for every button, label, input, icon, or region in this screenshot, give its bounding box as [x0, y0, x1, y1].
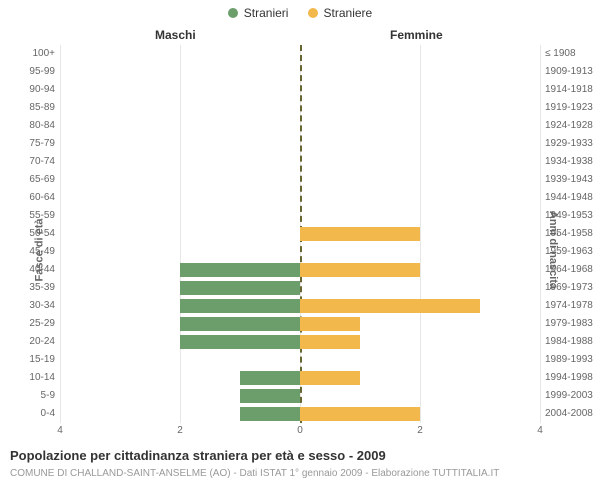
y-label-age: 5-9: [0, 387, 55, 405]
y-label-birth: 1919-1923: [545, 99, 600, 117]
y-label-birth: 1969-1973: [545, 279, 600, 297]
legend-dot-male: [228, 8, 238, 18]
age-row: [60, 117, 540, 135]
age-row: [60, 153, 540, 171]
bar-female: [300, 227, 420, 241]
y-label-age: 50-54: [0, 225, 55, 243]
age-row: [60, 81, 540, 99]
legend-label-female: Straniere: [324, 6, 373, 20]
y-label-birth: 1959-1963: [545, 243, 600, 261]
age-row: [60, 261, 540, 279]
y-label-birth: 1979-1983: [545, 315, 600, 333]
bar-male: [180, 263, 300, 277]
y-label-birth: 1909-1913: [545, 63, 600, 81]
chart-title: Popolazione per cittadinanza straniera p…: [10, 448, 386, 463]
y-label-birth: 1949-1953: [545, 207, 600, 225]
grid-line: [540, 45, 541, 423]
y-label-birth: 1939-1943: [545, 171, 600, 189]
y-label-birth: 1964-1968: [545, 261, 600, 279]
y-label-age: 25-29: [0, 315, 55, 333]
age-row: [60, 333, 540, 351]
y-label-age: 100+: [0, 45, 55, 63]
legend-item-female: Straniere: [308, 6, 373, 20]
y-label-birth: ≤ 1908: [545, 45, 600, 63]
age-row: [60, 387, 540, 405]
plot-area: [60, 45, 540, 423]
legend-item-male: Stranieri: [228, 6, 289, 20]
bar-male: [180, 299, 300, 313]
age-row: [60, 351, 540, 369]
bar-male: [180, 317, 300, 331]
column-header-female: Femmine: [390, 28, 443, 42]
y-label-age: 10-14: [0, 369, 55, 387]
age-row: [60, 405, 540, 423]
y-label-birth: 1914-1918: [545, 81, 600, 99]
y-label-age: 55-59: [0, 207, 55, 225]
bar-male: [240, 389, 300, 403]
bar-female: [300, 263, 420, 277]
y-label-age: 90-94: [0, 81, 55, 99]
x-tick: 4: [57, 425, 63, 436]
y-label-age: 95-99: [0, 63, 55, 81]
age-row: [60, 189, 540, 207]
x-tick: 2: [417, 425, 423, 436]
y-label-age: 70-74: [0, 153, 55, 171]
age-row: [60, 207, 540, 225]
age-row: [60, 135, 540, 153]
bar-female: [300, 371, 360, 385]
age-row: [60, 99, 540, 117]
age-row: [60, 279, 540, 297]
age-row: [60, 369, 540, 387]
chart-subtitle: COMUNE DI CHALLAND-SAINT-ANSELME (AO) - …: [10, 468, 499, 479]
y-label-birth: 1984-1988: [545, 333, 600, 351]
y-label-birth: 1954-1958: [545, 225, 600, 243]
y-label-age: 30-34: [0, 297, 55, 315]
y-label-age: 85-89: [0, 99, 55, 117]
y-label-age: 40-44: [0, 261, 55, 279]
x-tick: 4: [537, 425, 543, 436]
y-label-birth: 1929-1933: [545, 135, 600, 153]
bar-male: [180, 335, 300, 349]
x-tick: 2: [177, 425, 183, 436]
x-tick: 0: [297, 425, 303, 436]
y-label-birth: 1989-1993: [545, 351, 600, 369]
age-row: [60, 63, 540, 81]
age-row: [60, 315, 540, 333]
column-header-male: Maschi: [155, 28, 196, 42]
y-label-birth: 1934-1938: [545, 153, 600, 171]
legend-label-male: Stranieri: [244, 6, 289, 20]
bar-male: [180, 281, 300, 295]
age-row: [60, 171, 540, 189]
y-label-birth: 1999-2003: [545, 387, 600, 405]
age-row: [60, 243, 540, 261]
y-label-age: 75-79: [0, 135, 55, 153]
y-label-birth: 1994-1998: [545, 369, 600, 387]
legend-dot-female: [308, 8, 318, 18]
legend: Stranieri Straniere: [0, 6, 600, 21]
y-label-age: 20-24: [0, 333, 55, 351]
y-label-birth: 1944-1948: [545, 189, 600, 207]
y-label-birth: 2004-2008: [545, 405, 600, 423]
y-label-age: 15-19: [0, 351, 55, 369]
y-label-age: 65-69: [0, 171, 55, 189]
y-label-age: 35-39: [0, 279, 55, 297]
y-label-age: 80-84: [0, 117, 55, 135]
age-row: [60, 45, 540, 63]
y-label-age: 60-64: [0, 189, 55, 207]
y-label-age: 45-49: [0, 243, 55, 261]
y-label-birth: 1974-1978: [545, 297, 600, 315]
bar-female: [300, 407, 420, 421]
bar-male: [240, 371, 300, 385]
bar-male: [240, 407, 300, 421]
population-pyramid-chart: Stranieri Straniere Maschi Femmine Fasce…: [0, 0, 600, 500]
bar-female: [300, 299, 480, 313]
age-row: [60, 225, 540, 243]
bar-female: [300, 335, 360, 349]
y-label-birth: 1924-1928: [545, 117, 600, 135]
bar-female: [300, 317, 360, 331]
age-row: [60, 297, 540, 315]
y-label-age: 0-4: [0, 405, 55, 423]
